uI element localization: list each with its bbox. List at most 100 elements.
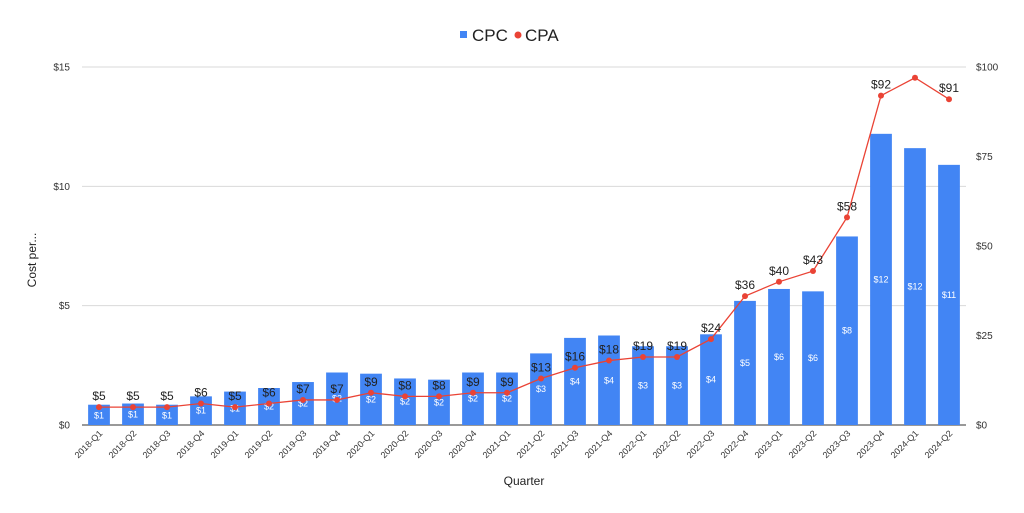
cpc-bar-label: $1 [94,411,104,421]
cpa-point [130,404,136,411]
cpc-bar-label: $8 [842,326,852,336]
cpa-point-label: $9 [466,375,480,389]
cpa-point-label: $24 [701,321,721,335]
cpc-bar [836,236,858,425]
cpc-bar-label: $1 [196,406,206,416]
x-tick-label: 2021-Q2 [515,428,547,460]
y-tick-label: $5 [59,301,71,312]
cpc-bar [88,404,110,425]
cpc-bars [88,133,960,425]
cpc-bar-label: $2 [502,394,512,404]
cpa-point-label: $8 [432,378,446,392]
cpa-line [99,76,950,408]
gridlines [82,66,966,426]
cpa-point [300,396,306,403]
cpa-point [946,96,952,103]
cpa-point [164,404,170,411]
cpc-bar [666,346,688,425]
cpa-point [368,389,374,396]
cpa-point [878,92,884,99]
legend-swatch-cpa [514,31,522,39]
cpa-point-label: $9 [364,375,378,389]
cpc-bar [870,133,892,425]
x-tick-label: 2020-Q1 [345,428,377,460]
x-tick-label: 2023-Q2 [787,428,819,460]
cpc-bar [360,373,382,425]
cpc-bar [598,335,620,425]
legend: CPC CPA [460,26,559,45]
y-axis-title: Cost per... [25,233,39,288]
cpa-point [572,364,578,371]
legend-label-cpa: CPA [525,26,559,45]
cpa-point [844,214,850,221]
x-tick-label: 2021-Q4 [583,428,615,460]
cpc-bar [802,291,824,425]
cpa-point [674,353,680,360]
cpc-bar [530,353,552,425]
cpa-point-label: $19 [667,339,687,353]
x-tick-label: 2019-Q2 [243,428,275,460]
x-tick-label: 2020-Q4 [447,428,479,460]
cpc-bar [734,300,756,425]
cpc-bar [496,372,518,425]
cpc-bar-label: $2 [366,394,376,404]
cpa-point-label: $40 [769,264,789,278]
y2-tick-label: $0 [976,421,988,432]
cpc-bar [564,337,586,425]
cpc-bar-label: $2 [298,399,308,409]
cpc-bar [292,382,314,425]
cpa-line-series [96,74,952,411]
cpa-point-label: $36 [735,278,755,292]
x-tick-label: 2022-Q2 [651,428,683,460]
y-tick-label: $15 [53,63,70,74]
cpa-point [912,74,918,81]
x-tick-label: 2021-Q3 [549,428,581,460]
cpa-point-label: $16 [565,350,585,364]
cpc-bar [428,379,450,425]
cpc-bar [938,164,960,425]
cpa-point-label: $7 [296,382,310,396]
cpa-point-label: $58 [837,199,857,213]
cpc-bar [768,288,790,425]
x-tick-label: 2023-Q1 [753,428,785,460]
x-tick-label: 2020-Q3 [413,428,445,460]
cpc-bar [156,404,178,425]
cpa-point-label: $92 [871,78,891,92]
cpa-point [470,389,476,396]
cpa-point-label: $6 [194,386,208,400]
x-tick-label: 2022-Q3 [685,428,717,460]
x-tick-label: 2019-Q1 [209,428,241,460]
cpa-point-label: $13 [531,360,551,374]
cpa-point [640,353,646,360]
cpa-point [266,400,272,407]
x-tick-label: 2022-Q1 [617,428,649,460]
cpc-bar [462,372,484,425]
cpc-bar [394,378,416,425]
cpc-bar [700,334,722,425]
cpa-point-label: $19 [633,339,653,353]
cpa-point [810,268,816,275]
cpa-point-labels: $5 $5 $5 $6 $5 $6 $7 $7 $9 $8 $8 $9 $9 $13 $16 $18 $19 $1… [92,78,959,403]
x-tick-label: 2018-Q4 [175,428,207,460]
x-tick-label: 2018-Q2 [107,428,139,460]
cpc-bar-label: $12 [873,274,888,284]
cpc-bar-label: $12 [907,282,922,292]
x-tick-label: 2024-Q1 [889,428,921,460]
cpc-bar-label: $2 [468,394,478,404]
cpc-bar-labels: $1$1$1$1$1$2$2$2$2$2$2$2$2$3$4$4$3$3$4$5… [94,274,956,420]
cpc-bar [904,148,926,425]
cpa-point [436,393,442,400]
cpa-point [708,336,714,343]
cpa-point [198,400,204,407]
cpa-point [96,404,102,411]
x-tick-label: 2018-Q1 [73,428,105,460]
x-axis-title: Quarter [504,474,545,488]
y2-tick-label: $25 [976,331,993,342]
cpc-bar-label: $4 [706,375,716,385]
cpa-point-label: $18 [599,343,619,357]
x-tick-label: 2023-Q3 [821,428,853,460]
cpa-point-label: $6 [262,386,276,400]
cpc-bar-label: $3 [672,381,682,391]
